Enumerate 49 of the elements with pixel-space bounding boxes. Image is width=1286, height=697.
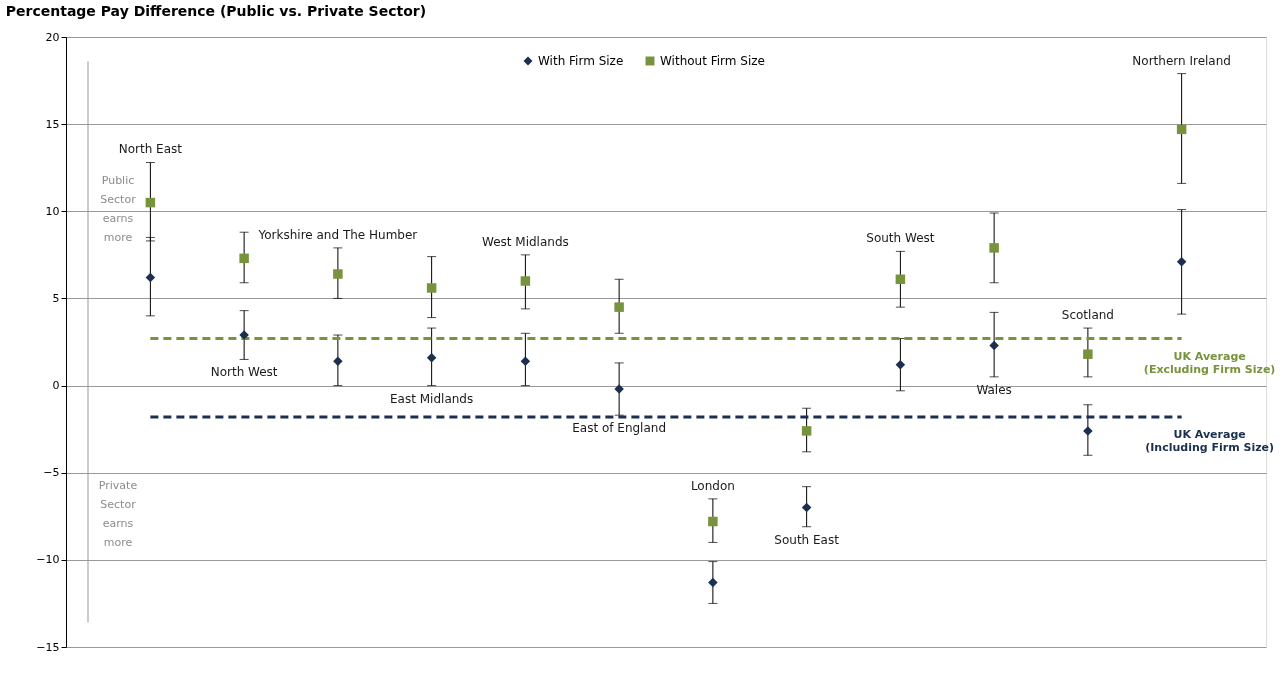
annotation: Private Sector earns more	[98, 478, 138, 549]
point	[520, 356, 531, 366]
point	[895, 359, 906, 370]
legend-label: With Firm Size	[538, 54, 624, 68]
point	[801, 502, 812, 513]
point	[989, 243, 999, 253]
point	[520, 276, 531, 286]
point	[426, 352, 437, 363]
x-tick-label: South West	[866, 231, 935, 246]
y-tick-label: 0	[52, 379, 60, 393]
y-tick-label: 20	[45, 30, 60, 44]
point	[1176, 124, 1187, 135]
y-tick-label: 10	[45, 204, 60, 218]
x-tick-label: East Midlands	[390, 391, 474, 406]
y-tick-label: −15	[36, 640, 60, 654]
x-tick-label: London	[690, 478, 735, 493]
x-tick-label: Wales	[976, 382, 1012, 397]
x-tick-label: West Midlands	[481, 234, 569, 249]
y-tick-label: 5	[52, 291, 60, 305]
point	[1083, 426, 1093, 436]
point	[333, 356, 343, 366]
point	[614, 302, 624, 312]
x-tick-label: Northern Ireland	[1132, 53, 1231, 68]
y-tick-label: −10	[36, 553, 60, 567]
ref-line-label: UK Average (Including Firm Size)	[1145, 427, 1275, 454]
x-tick-label: East of England	[572, 421, 667, 436]
point	[333, 269, 343, 279]
point	[989, 340, 999, 351]
point	[708, 516, 718, 527]
x-tick-label: North West	[210, 365, 278, 380]
point	[801, 426, 812, 436]
x-tick-label: Yorkshire and The Humber	[257, 227, 418, 242]
point	[895, 274, 906, 284]
point	[239, 253, 249, 264]
x-tick-label: Scotland	[1061, 308, 1114, 323]
x-tick-label: North East	[118, 142, 183, 157]
y-tick-label: 15	[45, 117, 60, 131]
chart-title: Percentage Pay Difference (Public vs. Private Sector)	[5, 3, 427, 19]
point	[1083, 349, 1093, 359]
y-tick-label: −5	[43, 466, 60, 480]
x-tick-label: South East	[774, 532, 840, 547]
point	[145, 272, 156, 283]
annotation: Public Sector earns more	[100, 173, 137, 244]
legend-label: Without Firm Size	[660, 54, 765, 68]
point	[708, 577, 718, 588]
point	[426, 283, 437, 293]
point	[1176, 257, 1187, 267]
ref-line-label: UK Average (Excluding Firm Size)	[1143, 349, 1276, 376]
point	[145, 197, 156, 208]
